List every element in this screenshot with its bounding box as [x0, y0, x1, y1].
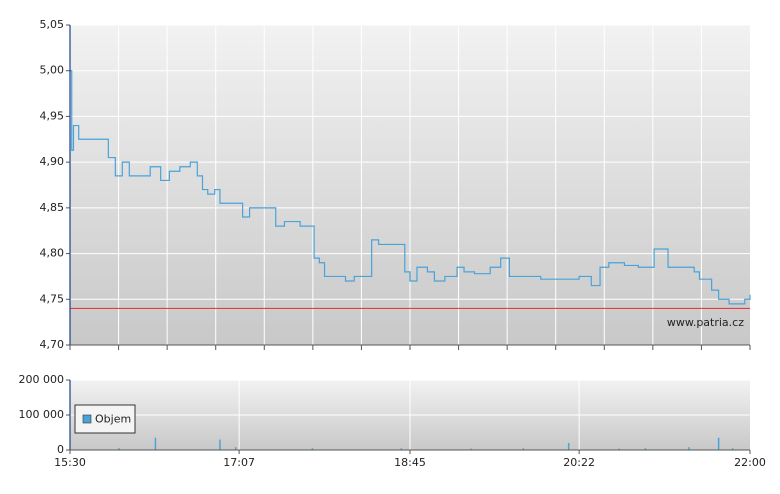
volume-bar [219, 439, 221, 450]
volume-bar [717, 437, 720, 450]
watermark: www.patria.cz [667, 316, 744, 329]
x-tick-label: 17:07 [223, 456, 255, 469]
x-tick-label: 20:22 [563, 456, 595, 469]
y-tick-label: 4,75 [40, 292, 65, 305]
y-tick-label: 4,85 [40, 201, 65, 214]
volume-bar [154, 437, 157, 450]
y-tick-label: 4,95 [40, 109, 65, 122]
volume-bar [470, 448, 472, 450]
price-line [70, 70, 751, 305]
volume-bar [688, 447, 690, 450]
x-tick-label: 22:00 [734, 456, 766, 469]
y-tick-label: 5,05 [40, 18, 65, 31]
volume-bar [522, 448, 525, 450]
y-tick-label: 100 000 [19, 408, 65, 421]
volume-bar [234, 447, 237, 450]
volume-bar [567, 443, 570, 450]
y-tick-label: 4,70 [40, 338, 65, 351]
x-tick-label: 15:30 [54, 456, 86, 469]
volume-bar [618, 448, 620, 450]
x-tick-label: 18:45 [394, 456, 426, 469]
y-tick-label: 0 [57, 443, 64, 456]
legend-swatch [82, 414, 92, 424]
y-tick-label: 4,80 [40, 247, 65, 260]
y-tick-label: 4,90 [40, 155, 65, 168]
volume-bar [644, 448, 647, 450]
y-tick-label: 200 000 [19, 373, 65, 386]
volume-bar [118, 448, 120, 450]
volume-bar [731, 448, 734, 450]
y-tick-label: 5,00 [40, 64, 65, 77]
volume-bar [400, 448, 403, 450]
volume-bar [311, 448, 314, 450]
legend-label: Objem [95, 413, 131, 426]
